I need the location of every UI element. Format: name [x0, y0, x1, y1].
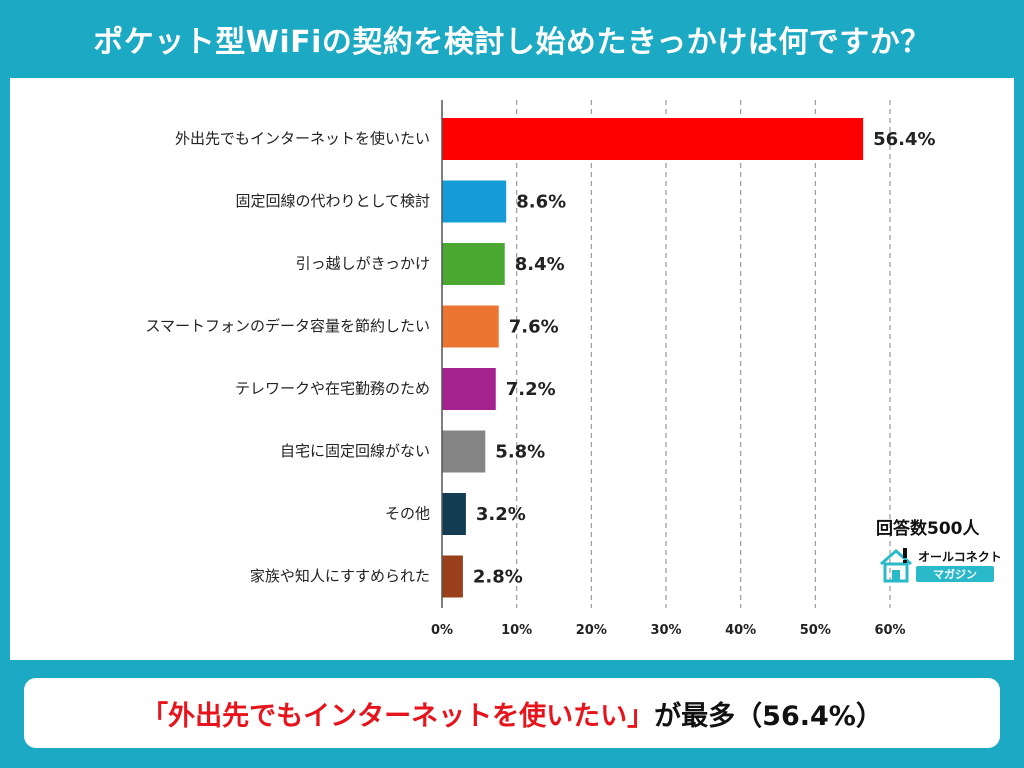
logo-text-bottom: マガジン: [916, 566, 994, 582]
bar-6: [442, 493, 466, 535]
tick-label-20: 20%: [576, 623, 607, 638]
category-label-4: テレワークや在宅勤務のため: [235, 380, 430, 398]
result-suffix: が最多（56.4%）: [654, 700, 883, 732]
bar-5: [442, 430, 486, 473]
bar-1: [442, 180, 507, 223]
tick-label-0: 0%: [431, 623, 453, 638]
category-label-0: 外出先でもインターネットを使いたい: [175, 130, 430, 148]
page-title: ポケット型WiFiの契約を検討し始めたきっかけは何ですか？: [93, 25, 931, 60]
bar-2: [442, 243, 505, 285]
value-label-4: 7.2%: [506, 379, 556, 400]
value-label-5: 5.8%: [495, 442, 545, 463]
result-quote-open: 「: [141, 700, 169, 732]
brand-logo: オールコネクト マガジン: [878, 546, 1002, 586]
bar-4: [442, 368, 496, 410]
logo-text-top: オールコネクト: [918, 550, 1002, 564]
value-label-1: 8.6%: [516, 192, 566, 213]
tick-label-30: 30%: [650, 623, 681, 638]
category-label-6: その他: [385, 505, 430, 523]
value-label-2: 8.4%: [515, 254, 565, 275]
value-label-3: 7.6%: [509, 317, 559, 338]
tick-label-60: 60%: [874, 623, 905, 638]
tick-label-10: 10%: [501, 623, 532, 638]
value-label-0: 56.4%: [873, 129, 935, 150]
respondent-count: 回答数500人: [876, 519, 980, 539]
value-label-7: 2.8%: [473, 567, 523, 588]
result-summary: 「外出先でもインターネットを使いたい」が最多（56.4%）: [24, 678, 1000, 748]
bar-7: [442, 555, 463, 598]
category-label-2: 引っ越しがきっかけ: [296, 255, 430, 273]
bar-0: [442, 118, 864, 160]
chart-panel: 外出先でもインターネットを使いたい 56.4% 固定回線の代わりとして検討 8.6% 引…: [10, 78, 1014, 660]
house-icon: [880, 548, 912, 583]
category-label-5: 自宅に固定回線がない: [280, 442, 430, 460]
category-label-3: スマートフォンのデータ容量を節約したい: [145, 317, 430, 335]
category-label-1: 固定回線の代わりとして検討: [235, 192, 430, 210]
category-label-7: 家族や知人にすすめられた: [250, 567, 430, 585]
tick-label-50: 50%: [800, 623, 831, 638]
value-label-6: 3.2%: [476, 504, 526, 525]
result-highlight: 外出先でもインターネットを使いたい: [168, 700, 628, 732]
bar-3: [442, 305, 499, 348]
result-quote-close: 」: [627, 700, 655, 732]
tick-label-40: 40%: [725, 623, 756, 638]
bar-chart: 外出先でもインターネットを使いたい 56.4% 固定回線の代わりとして検討 8.6% 引…: [145, 100, 936, 638]
